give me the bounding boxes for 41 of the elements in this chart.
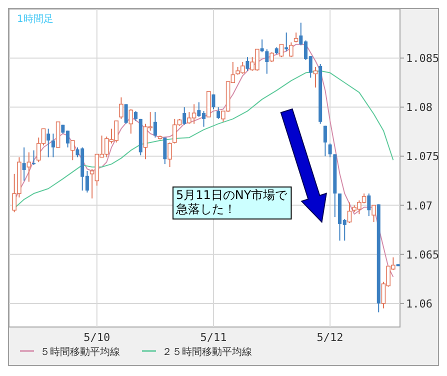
candlestick bbox=[328, 142, 332, 158]
x-tick-label: 5/12 bbox=[316, 331, 344, 344]
candlestick bbox=[323, 125, 327, 157]
x-tick-label: 5/11 bbox=[200, 331, 227, 344]
y-tick-label: 1.08 bbox=[406, 101, 432, 114]
candlestick bbox=[372, 204, 376, 222]
y-tick-label: 1.065 bbox=[406, 248, 440, 262]
candlestick bbox=[128, 108, 134, 134]
y-tick-label: 1.06 bbox=[406, 297, 432, 310]
candlestick bbox=[246, 56, 250, 72]
candlestick bbox=[46, 128, 50, 158]
candlestick bbox=[134, 110, 138, 122]
candlestick bbox=[313, 66, 318, 88]
candlestick bbox=[294, 32, 298, 43]
y-tick-label: 1.085 bbox=[406, 52, 440, 66]
candlestick bbox=[216, 106, 220, 120]
candlestick bbox=[70, 140, 75, 161]
candlestick bbox=[163, 137, 167, 165]
candlestick bbox=[26, 152, 32, 182]
candlestick bbox=[32, 150, 36, 166]
candlestick bbox=[119, 96, 124, 120]
candlestick bbox=[153, 112, 157, 138]
y-tick-label: 1.075 bbox=[406, 150, 440, 164]
candlestick bbox=[279, 44, 284, 58]
candlestick bbox=[124, 104, 128, 124]
candlestick bbox=[367, 193, 371, 217]
candlestick bbox=[265, 48, 269, 74]
candlestick bbox=[347, 202, 352, 224]
x-tick-label: 5/10 bbox=[84, 331, 110, 344]
candlestick bbox=[270, 52, 274, 62]
candlestick bbox=[22, 146, 26, 182]
candlestick bbox=[289, 42, 294, 58]
text: 1時間足 bbox=[17, 13, 54, 25]
y-tick-label: 1.07 bbox=[406, 199, 432, 212]
candlestick bbox=[182, 106, 186, 126]
legend-label: ５時間移動平均線 bbox=[40, 346, 120, 358]
candlestick bbox=[212, 94, 216, 110]
annotation: 5月11日のNY市場で急落した！ bbox=[175, 188, 288, 216]
legend-label: ２５時間移動平均線 bbox=[162, 346, 252, 358]
candlestick bbox=[51, 133, 55, 158]
candlestick bbox=[168, 142, 172, 168]
